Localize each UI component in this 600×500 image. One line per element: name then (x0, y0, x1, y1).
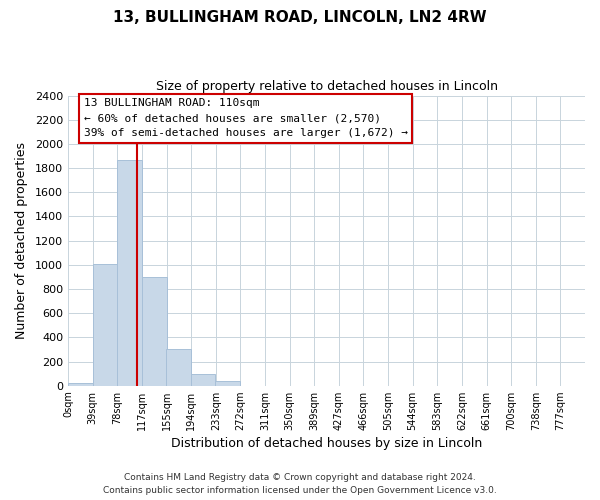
Bar (68, 384, 92, 386)
Text: Contains HM Land Registry data © Crown copyright and database right 2024.
Contai: Contains HM Land Registry data © Crown c… (103, 474, 497, 495)
X-axis label: Distribution of detached houses by size in Lincoln: Distribution of detached houses by size … (171, 437, 482, 450)
Text: 13, BULLINGHAM ROAD, LINCOLN, LN2 4RW: 13, BULLINGHAM ROAD, LINCOLN, LN2 4RW (113, 10, 487, 25)
Bar (215, 381, 240, 386)
Bar (166, 350, 191, 386)
Bar (92, 264, 117, 386)
Text: 13 BULLINGHAM ROAD: 110sqm
← 60% of detached houses are smaller (2,570)
39% of s: 13 BULLINGHAM ROAD: 110sqm ← 60% of deta… (83, 98, 407, 138)
Bar (191, 374, 215, 386)
Title: Size of property relative to detached houses in Lincoln: Size of property relative to detached ho… (155, 80, 497, 93)
Bar (142, 277, 167, 386)
Bar (117, 160, 142, 386)
Y-axis label: Number of detached properties: Number of detached properties (15, 142, 28, 339)
